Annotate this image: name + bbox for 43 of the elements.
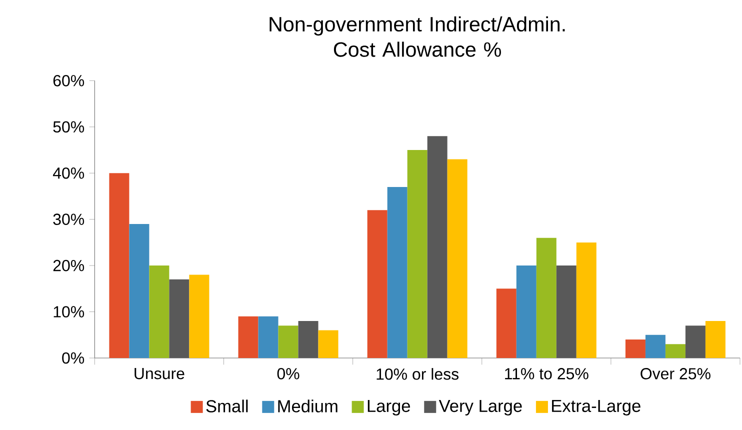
bar [189,274,210,358]
bar [149,266,170,358]
bar [576,242,596,358]
bar [298,321,318,358]
y-tick-label: 0% [62,352,84,364]
y-tick-label: 20% [53,260,84,272]
bar [496,288,516,358]
bar [625,340,646,358]
bar [169,279,190,358]
y-tick-label: 50% [53,121,84,133]
bar [536,238,556,358]
bar [258,316,278,358]
y-tick-label: 10% [54,306,84,318]
bar [665,344,686,358]
bar [318,330,338,358]
x-tick-label: 0% [277,368,300,380]
legend-label: Very Large [438,400,522,416]
bar [427,136,448,358]
legend-label: Large [368,400,410,416]
bar [278,326,298,358]
bar [129,224,150,358]
y-tick-label: 60% [53,75,84,86]
y-tick-label: 40% [52,167,84,179]
bar [705,321,726,358]
bar [685,326,706,358]
bar [109,173,130,358]
bar [238,316,258,358]
bar [645,334,666,358]
legend-label: Extra-Large [552,400,640,416]
bar [367,210,388,358]
x-tick-label: Over 25% [640,368,710,380]
bar [556,266,576,358]
bar [407,150,428,358]
x-tick-label: 11% to 25% [505,368,588,380]
bar [516,266,536,358]
bar [387,186,408,358]
legend-label: Medium [278,400,338,412]
y-tick-label: 30% [53,214,84,225]
x-tick-label: 10% or less [376,368,459,380]
x-tick-label: Unsure [134,368,184,380]
legend-label: Small [206,400,248,412]
chart-title: Non-government Indirect/Admin. Cost Allowance % [270,16,565,57]
bar [447,159,468,358]
